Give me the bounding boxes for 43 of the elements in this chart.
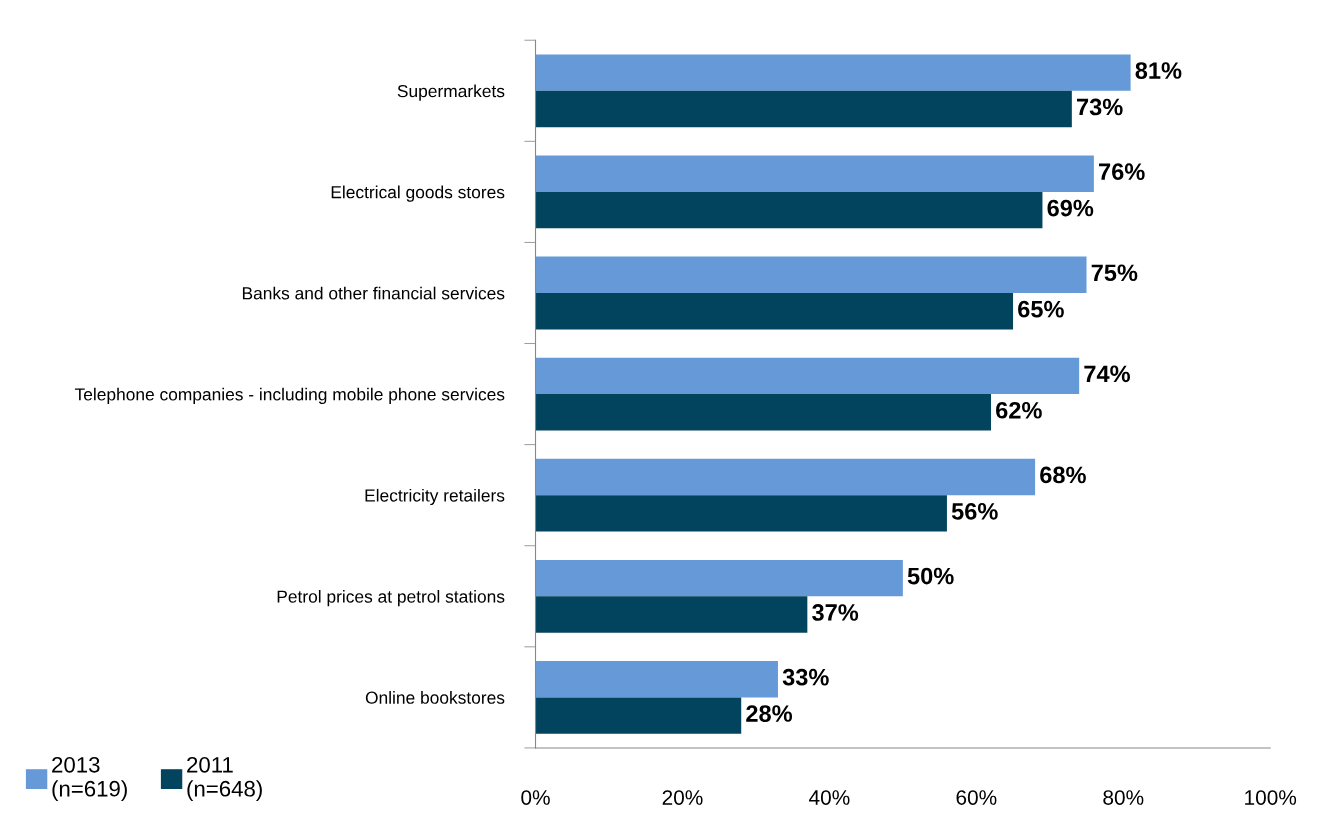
- bar: [535, 394, 992, 431]
- bar: [535, 90, 1072, 128]
- x-tick-label: 40%: [809, 790, 850, 805]
- bar: [535, 155, 1094, 192]
- bar: [535, 697, 742, 734]
- legend-label: 2011 (n=648): [187, 756, 262, 801]
- data-label: 56%: [951, 503, 998, 520]
- data-label: 37%: [812, 604, 859, 621]
- y-tick-label: Supermarkets: [397, 84, 505, 101]
- bar: [535, 256, 1087, 293]
- x-tick-label: 80%: [1103, 790, 1144, 805]
- bar: [535, 596, 808, 633]
- bar: [535, 54, 1131, 91]
- y-tick-label: Online bookstores: [365, 691, 505, 704]
- data-label: 62%: [996, 401, 1042, 419]
- data-label: 73%: [1077, 98, 1123, 116]
- data-label: 76%: [1099, 163, 1145, 181]
- data-label: 68%: [1040, 466, 1086, 484]
- bar: [535, 191, 1043, 229]
- bar: [535, 292, 1014, 330]
- data-label: 81%: [1135, 62, 1182, 79]
- bar: [535, 559, 903, 597]
- data-label: 33%: [782, 668, 829, 686]
- y-tick-label: Banks and other financial services: [242, 286, 505, 300]
- x-tick-label: 0%: [521, 790, 550, 805]
- bar: [535, 660, 778, 698]
- data-label: 50%: [907, 567, 954, 585]
- bar: [535, 495, 947, 532]
- data-label: 69%: [1047, 199, 1094, 217]
- y-tick-label: Petrol prices at petrol stations: [277, 589, 505, 607]
- data-label: 65%: [1018, 300, 1064, 318]
- x-tick-label: 60%: [956, 790, 997, 805]
- bar: [535, 458, 1036, 496]
- data-label: 28%: [746, 705, 793, 722]
- y-tick-label: Electricity retailers: [365, 488, 505, 506]
- bar: [535, 357, 1080, 395]
- y-tick-label: Electrical goods stores: [331, 185, 505, 202]
- data-label: 74%: [1084, 365, 1130, 383]
- y-tick-label: Telephone companies - including mobile phone services: [74, 387, 505, 404]
- x-tick-label: 20%: [662, 790, 703, 805]
- data-label: 75%: [1091, 264, 1138, 282]
- x-tick-label: 100%: [1245, 790, 1297, 805]
- legend-label: 2013 (n=619): [52, 756, 127, 801]
